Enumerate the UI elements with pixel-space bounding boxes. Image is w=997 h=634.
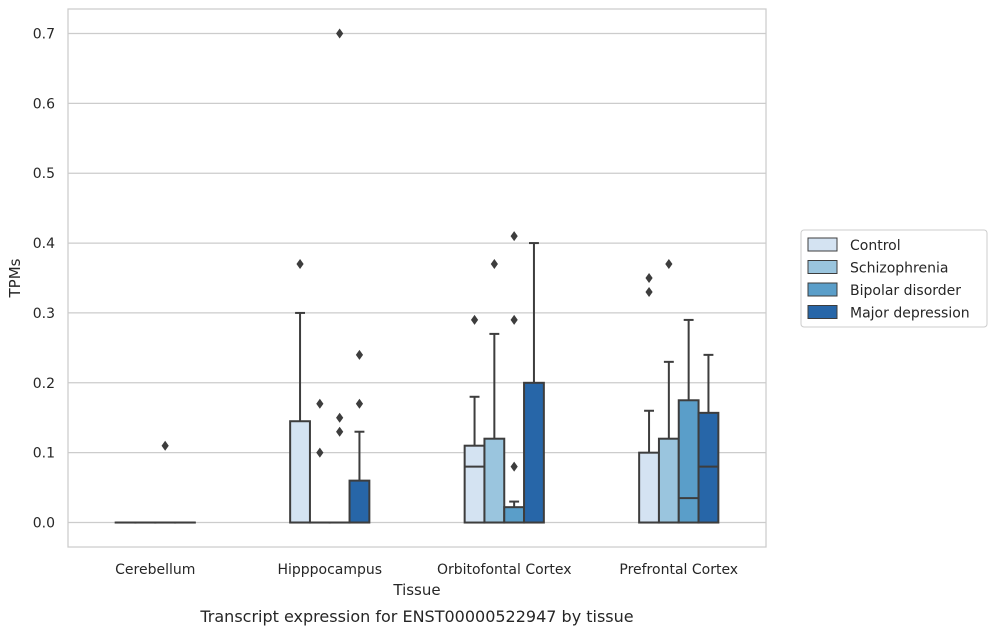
outlier-point [161,440,169,451]
box-rect [289,420,311,524]
outlier-point [355,398,364,409]
x-tick-labels: Cerebellum Hipppocampus Orbitofontal Corte… [115,562,738,578]
legend: Control Schizophrenia Bipolar disorder Majo… [800,229,988,328]
legend-frame [800,229,988,328]
box-rect [657,437,680,524]
y-tick-label: 0.3 [33,306,55,322]
legend-label: Bipolar disorder [850,283,961,299]
outlier-point [336,426,344,437]
y-tick-label: 0.5 [33,166,55,182]
plot-frame [67,8,767,548]
y-tick-label: 0.0 [33,516,55,532]
box-rect [483,437,506,524]
outlier-point [665,259,673,270]
legend-swatch [807,237,838,252]
box-rect [697,411,720,524]
legend-swatch [807,282,838,297]
outlier-point [296,259,304,270]
box-rect [677,399,700,524]
box-rect [348,479,371,524]
x-axis-title: Tissue [392,581,440,599]
chart-caption: Transcript expression for ENST0000052294… [199,607,633,626]
outlier-point [645,273,653,283]
legend-label: Major depression [850,306,970,322]
x-tick-label: Hipppocampus [277,562,382,578]
x-tick-label: Cerebellum [115,562,195,578]
y-tick-label: 0.7 [33,26,55,42]
outlier-point [510,314,518,325]
y-tick-label: 0.6 [33,96,55,112]
y-tick-labels: 0.0 0.1 0.2 0.3 0.4 0.5 0.6 0.7 [33,26,55,531]
legend-swatch [807,260,838,274]
outlier-point [355,349,364,360]
x-tick-label: Orbitofontal Cortex [437,562,572,578]
outlier-point [336,28,344,39]
box-rect [463,444,486,524]
box-rect [503,506,526,524]
y-tick-label: 0.2 [33,376,55,392]
legend-swatch [807,305,838,319]
y-tick-label: 0.4 [33,236,55,252]
outlier-point [470,314,479,325]
box-groups [114,28,720,524]
outlier-point [316,447,324,458]
y-axis-title: TPMs [6,258,24,298]
box-rect [523,381,545,524]
outlier-point [490,259,498,270]
box-rect [638,451,660,524]
outlier-point [510,461,518,472]
outlier-point [510,231,518,242]
x-tick-label: Prefrontal Cortex [619,562,738,578]
legend-label: Schizophrenia [850,261,948,277]
outlier-point [316,398,324,409]
outlier-point [645,286,653,297]
legend-label: Control [850,238,901,254]
y-tick-label: 0.1 [33,446,55,462]
outlier-point [336,412,344,423]
